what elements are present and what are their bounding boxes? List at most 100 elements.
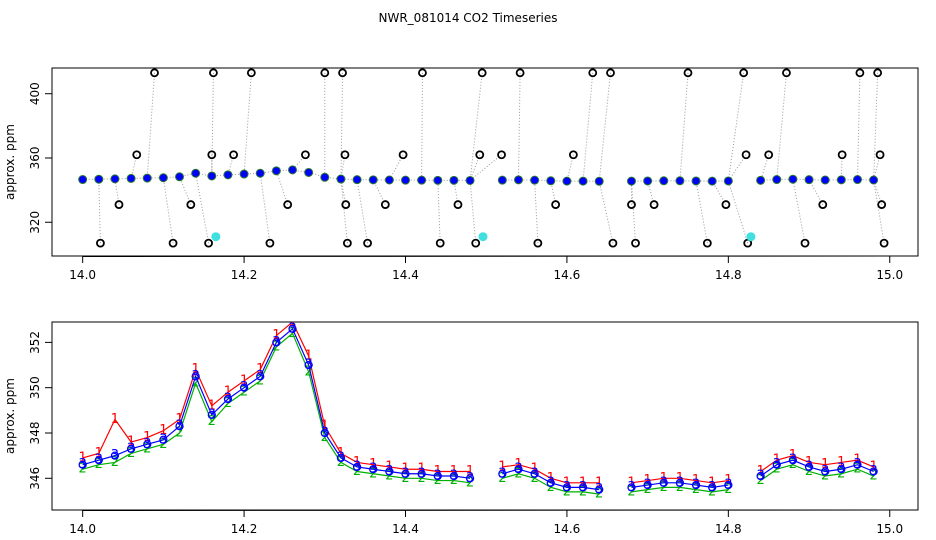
point-marker: 3 [756,469,764,484]
point-marker: 2 [498,471,506,486]
point [246,68,256,78]
point [186,200,196,209]
point [869,467,878,476]
point-marker: 3 [321,425,329,440]
x-tick-label: 14.0 [69,268,96,282]
point [433,471,442,481]
y-tick-label: 352 [28,331,42,354]
x-tick-label: 14.0 [69,522,96,536]
spike-line [856,72,861,180]
spike-line [630,181,637,244]
point [338,68,347,78]
point-marker: 2 [789,457,797,472]
x-axis-line [82,255,890,257]
point-marker: 1 [353,455,361,470]
spike-line [146,72,155,179]
point-marker: 2 [676,480,684,495]
point-marker: 2 [708,484,716,499]
point-marker: 3 [563,480,571,495]
point-marker: 3 [498,466,506,481]
x-tick-label: 14.8 [715,268,742,282]
point [465,175,475,185]
point [875,150,885,160]
point [788,174,798,184]
point-marker: 1 [498,459,506,474]
point [546,478,555,487]
point-marker: 3 [821,464,829,479]
point [368,175,378,185]
point-marker: 3 [79,457,87,472]
point-marker: 2 [111,455,119,470]
point-marker: 2 [369,466,377,481]
point-marker: 3 [256,369,264,384]
point-marker: 2 [853,462,861,477]
point-marker: 2 [450,473,458,488]
spike-line [453,180,459,205]
point [435,238,445,248]
point-marker: 2 [805,464,813,479]
point [94,174,104,184]
point [191,168,201,178]
point-marker: 3 [401,466,409,481]
point [126,444,136,453]
point [675,176,685,186]
spike-line [195,173,210,244]
point-marker: 3 [369,462,377,477]
point-marker: 3 [660,475,668,490]
point-marker: 1 [305,348,313,363]
point-marker: 1 [385,459,393,474]
point-marker: 1 [256,362,264,377]
point [191,372,200,381]
point-marker: 1 [159,423,167,438]
spike-line [727,72,745,182]
point-marker: 1 [563,475,571,490]
point [209,68,218,78]
spike-line [356,179,369,244]
point [820,175,830,185]
point [533,238,543,248]
point-marker: 2 [208,414,216,429]
point-marker: 1 [337,446,345,461]
spike-line [469,72,483,181]
point-marker: 2 [563,484,571,499]
point [691,176,701,186]
point-marker: 3 [111,448,119,463]
spike-line [243,72,252,175]
point [223,170,233,180]
point-marker: 1 [514,457,522,472]
point [150,68,159,78]
y-tick-label: 346 [28,467,42,490]
point [675,478,685,487]
point [853,460,862,469]
point-marker: 3 [224,392,232,407]
point-marker: 3 [514,462,522,477]
point-marker: 2 [79,462,87,477]
point-marker: 1 [418,462,426,477]
point [873,68,883,78]
point-marker: 3 [240,380,248,395]
point [649,200,659,209]
series-line [82,332,874,495]
point-marker: 3 [434,469,442,484]
point-marker: 2 [547,480,555,495]
point-marker: 2 [305,364,313,379]
point [497,175,507,185]
point-marker: 2 [773,462,781,477]
point-marker: 1 [595,475,603,490]
point [239,169,249,179]
point-marker: 3 [789,453,797,468]
spike-line [130,154,138,179]
point [271,166,281,176]
point-marker: 3 [466,471,474,486]
point-marker: 1 [660,471,668,486]
point-marker: 2 [821,469,829,484]
spike-line [598,181,614,244]
spike-line [695,180,708,244]
point-marker: 1 [95,446,103,461]
point-marker: 3 [773,457,781,472]
point-marker: 3 [175,419,183,434]
point [837,150,847,160]
point-marker: 2 [272,339,280,354]
point-marker: 1 [466,464,474,479]
point-marker: 1 [272,328,280,343]
